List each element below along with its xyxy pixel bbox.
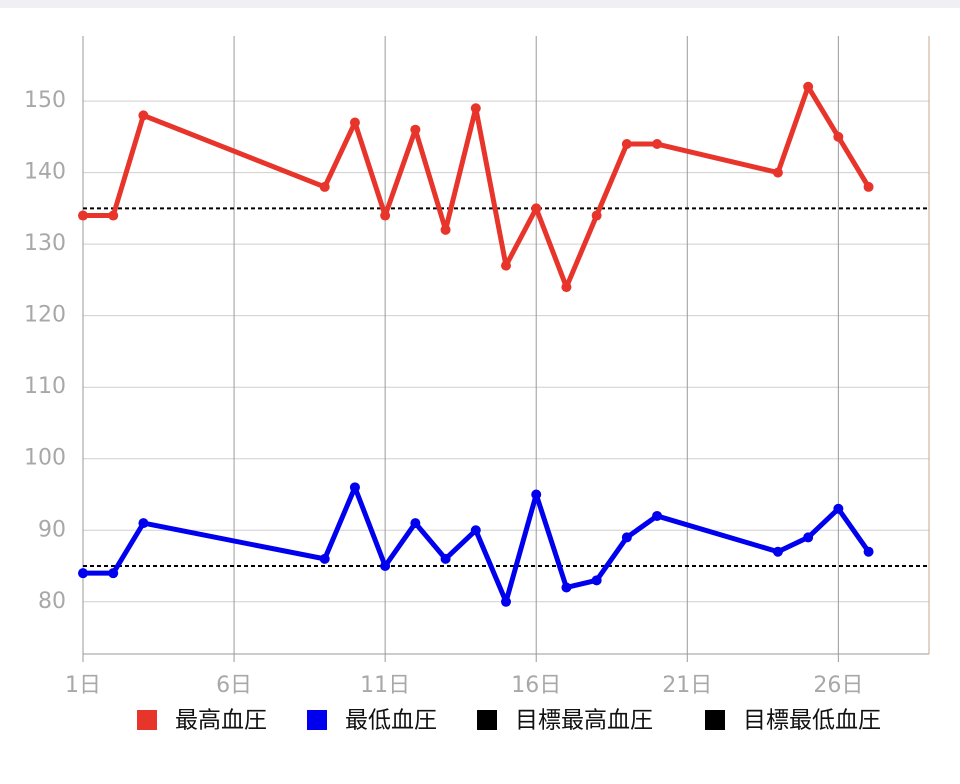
y-tick-label: 120 [24, 303, 66, 328]
point [380, 561, 391, 572]
y-tick-label: 140 [24, 160, 66, 185]
point [108, 210, 119, 221]
y-tick-label: 150 [24, 88, 66, 113]
point [410, 124, 421, 135]
point [652, 510, 663, 521]
point [621, 139, 632, 150]
point [138, 518, 149, 529]
point [561, 582, 572, 593]
legend-swatch [705, 710, 725, 730]
point [591, 575, 602, 586]
point [410, 518, 421, 529]
point [470, 103, 481, 114]
y-tick-label: 130 [24, 231, 66, 256]
y-tick-label: 90 [38, 517, 66, 542]
point [319, 553, 330, 564]
point [652, 139, 663, 150]
point [349, 117, 360, 128]
x-tick-label: 21日 [662, 673, 712, 698]
point [833, 503, 844, 514]
point [863, 181, 874, 192]
line [83, 84, 871, 290]
point [803, 81, 814, 92]
point [138, 110, 149, 121]
y-tick-label: 110 [24, 374, 66, 399]
legend-swatch [477, 710, 497, 730]
point [591, 210, 602, 221]
y-tick-label: 80 [38, 589, 66, 614]
legend-label: 目標最高血圧 [515, 708, 653, 734]
point [772, 167, 783, 178]
point [78, 210, 88, 221]
point [561, 282, 572, 293]
legend-swatch [307, 710, 327, 730]
x-tick-label: 16日 [511, 673, 561, 698]
point [501, 260, 511, 271]
point [772, 546, 783, 557]
point [440, 553, 451, 564]
x-tick-label: 6日 [216, 673, 252, 698]
point [863, 546, 874, 557]
point [380, 210, 391, 221]
point [108, 568, 119, 579]
point [531, 489, 542, 500]
legend-label: 最低血圧 [345, 708, 437, 734]
point [833, 131, 844, 142]
x-tick-label: 11日 [360, 673, 410, 698]
legend-label: 目標最低血圧 [743, 708, 881, 734]
legend-swatch [137, 710, 157, 730]
point [621, 532, 632, 543]
line [83, 484, 871, 605]
point [349, 482, 360, 493]
x-tick-label: 1日 [65, 673, 101, 698]
point [501, 596, 511, 607]
y-tick-label: 100 [24, 446, 66, 471]
point [531, 203, 542, 214]
point [440, 224, 451, 235]
x-tick-label: 26日 [813, 673, 863, 698]
point [319, 181, 330, 192]
point [803, 532, 814, 543]
point [470, 525, 481, 536]
top-bar [0, 0, 960, 8]
legend-label: 最高血圧 [175, 708, 267, 734]
point [78, 568, 88, 579]
